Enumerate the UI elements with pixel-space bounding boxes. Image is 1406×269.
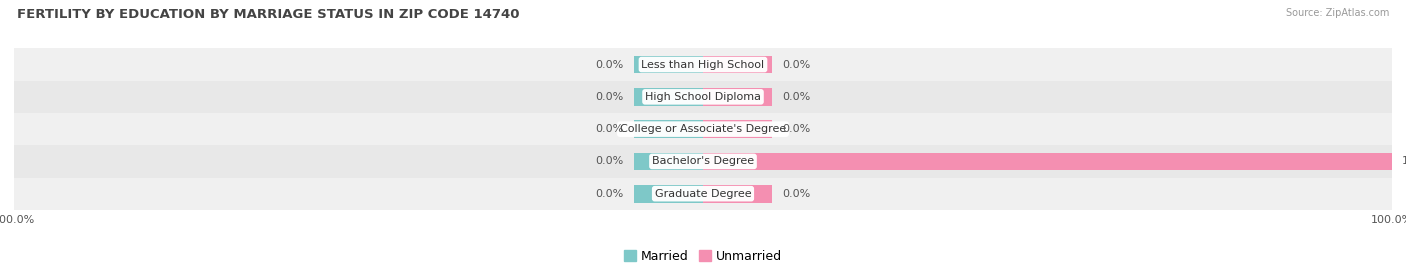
Bar bbox=[634, 88, 703, 106]
Text: Graduate Degree: Graduate Degree bbox=[655, 189, 751, 199]
Text: 0.0%: 0.0% bbox=[782, 189, 810, 199]
Text: Bachelor's Degree: Bachelor's Degree bbox=[652, 156, 754, 167]
Bar bbox=[14, 81, 1392, 113]
Bar bbox=[703, 56, 772, 73]
Bar bbox=[634, 153, 703, 170]
Text: 0.0%: 0.0% bbox=[782, 124, 810, 134]
Text: 0.0%: 0.0% bbox=[596, 92, 624, 102]
Text: 0.0%: 0.0% bbox=[782, 59, 810, 70]
Text: 0.0%: 0.0% bbox=[596, 59, 624, 70]
Text: 0.0%: 0.0% bbox=[596, 189, 624, 199]
Bar bbox=[634, 120, 703, 138]
Bar bbox=[14, 178, 1392, 210]
Text: College or Associate's Degree: College or Associate's Degree bbox=[620, 124, 786, 134]
Text: Less than High School: Less than High School bbox=[641, 59, 765, 70]
Bar bbox=[703, 88, 772, 106]
Text: 0.0%: 0.0% bbox=[596, 124, 624, 134]
Bar bbox=[14, 145, 1392, 178]
Bar bbox=[14, 48, 1392, 81]
Text: Source: ZipAtlas.com: Source: ZipAtlas.com bbox=[1285, 8, 1389, 18]
Text: FERTILITY BY EDUCATION BY MARRIAGE STATUS IN ZIP CODE 14740: FERTILITY BY EDUCATION BY MARRIAGE STATU… bbox=[17, 8, 519, 21]
Text: 0.0%: 0.0% bbox=[782, 92, 810, 102]
Bar bbox=[634, 56, 703, 73]
Bar bbox=[14, 113, 1392, 145]
Bar bbox=[703, 185, 772, 203]
Text: 0.0%: 0.0% bbox=[596, 156, 624, 167]
Legend: Married, Unmarried: Married, Unmarried bbox=[619, 245, 787, 268]
Text: High School Diploma: High School Diploma bbox=[645, 92, 761, 102]
Bar bbox=[634, 185, 703, 203]
Bar bbox=[703, 120, 772, 138]
Bar bbox=[703, 153, 1392, 170]
Text: 100.0%: 100.0% bbox=[1402, 156, 1406, 167]
